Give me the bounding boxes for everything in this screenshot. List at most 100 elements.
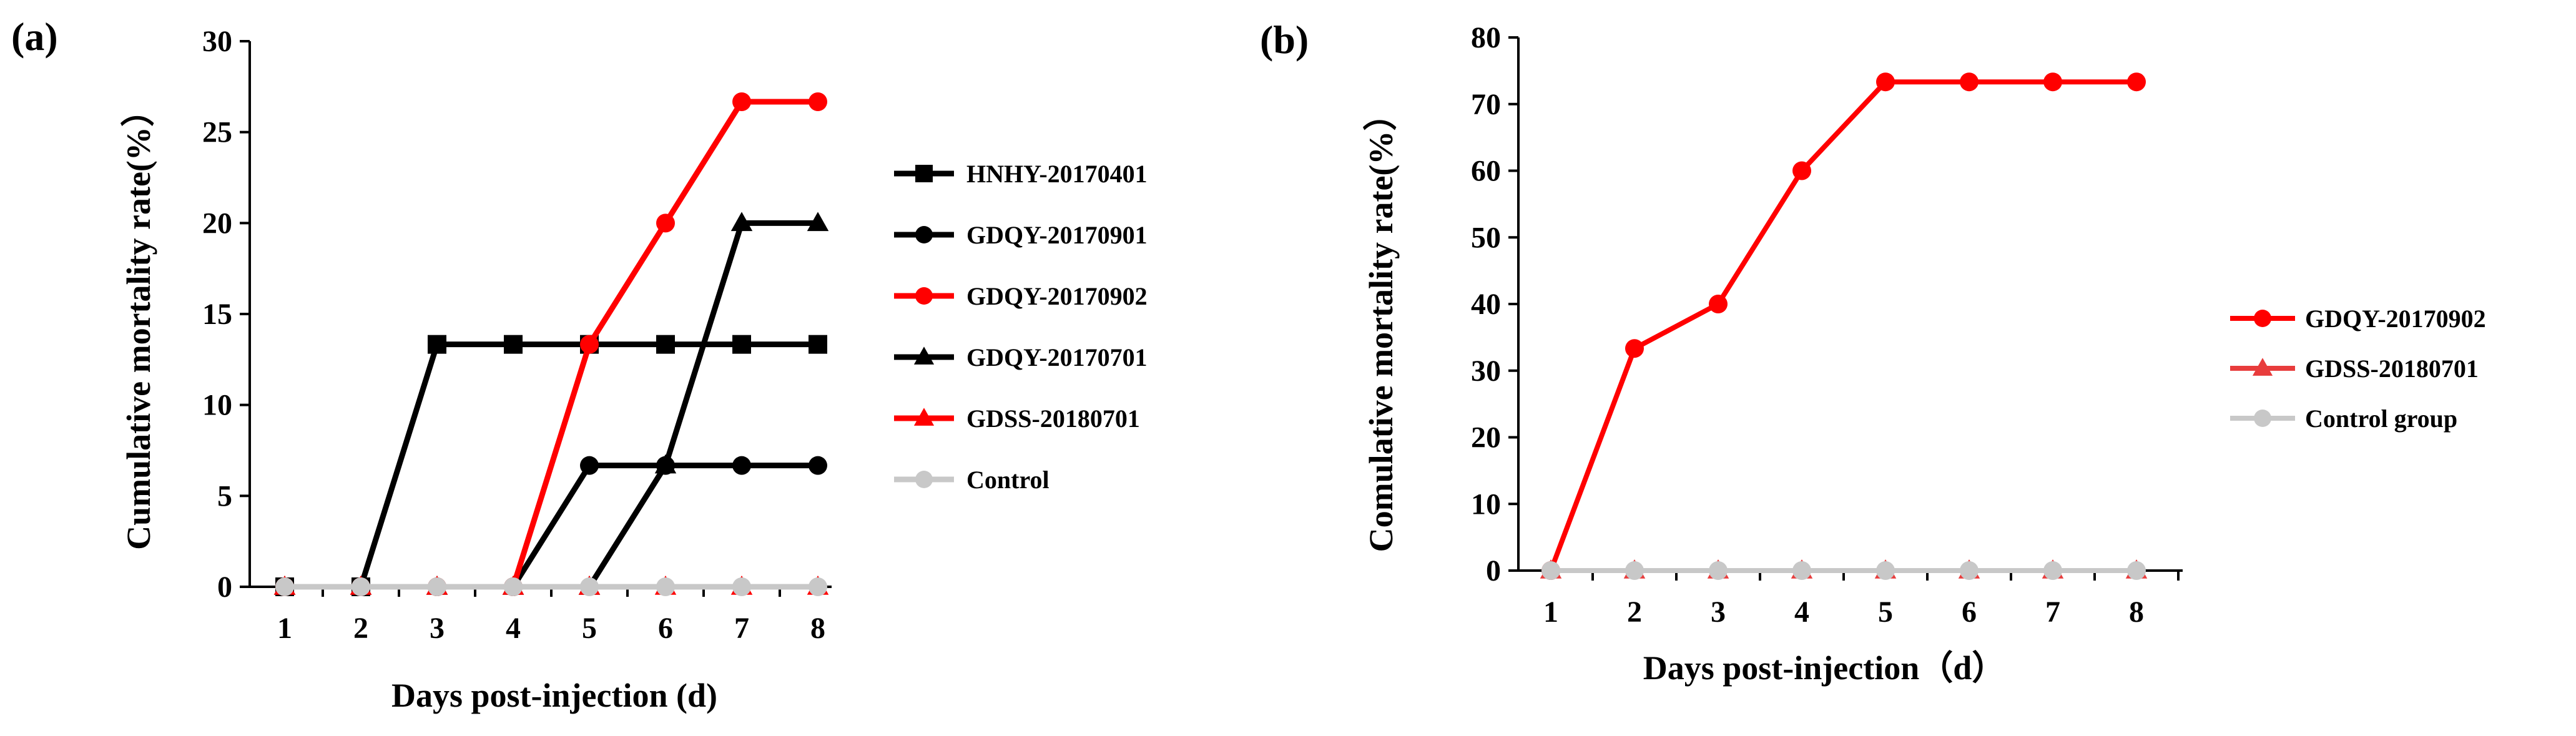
data-point [730, 212, 753, 232]
panel-a-legend: HNHY-20170401 GDQY-20170901 GDQY-2017090… [894, 160, 1148, 494]
data-point [807, 212, 829, 232]
data-point [1876, 72, 1895, 92]
series-line [1548, 79, 2136, 572]
x-tick-label: 7 [2045, 596, 2060, 629]
data-point [732, 577, 751, 596]
x-tick-label: 2 [353, 612, 368, 645]
legend-item-gdqy-20170701: GDQY-20170701 [894, 343, 1148, 371]
panel-b-y-axis-title: Comulative mortality rate(%） [1362, 97, 1400, 552]
data-point [504, 335, 523, 354]
panel-a-series [273, 92, 829, 596]
data-point [1625, 339, 1644, 358]
data-point [809, 92, 827, 112]
x-tick-label: 7 [734, 612, 749, 645]
x-tick-label: 1 [277, 612, 292, 645]
panel-a-axes: 0 5 10 15 20 25 30 1 2 3 4 5 6 7 8 [202, 25, 832, 645]
data-point [2043, 561, 2062, 580]
series-line [285, 220, 818, 590]
data-point [656, 335, 675, 354]
y-tick-label: 30 [202, 25, 232, 58]
legend-item-control: Control [894, 466, 1050, 494]
y-tick-label: 20 [1471, 421, 1501, 454]
x-tick-label: 5 [1878, 596, 1893, 629]
x-tick-label: 4 [1794, 596, 1809, 629]
data-point [1876, 561, 1895, 580]
series-line [285, 341, 818, 590]
legend-item-hnhy-20170401: HNHY-20170401 [894, 160, 1148, 188]
panel-a: (a) Cumulative mortality rate(%） Days po… [11, 14, 1148, 714]
series-gdqy-20170901 [275, 456, 827, 596]
data-point [1792, 561, 1811, 580]
legend-item-gdqy-20170901: GDQY-20170901 [894, 221, 1148, 249]
y-tick-label: 50 [1471, 221, 1501, 254]
panel-a-y-axis-title: Cumulative mortality rate(%） [120, 93, 157, 550]
data-point [732, 335, 751, 354]
panel-b-x-axis-title: Days post-injection（d） [1643, 649, 2006, 687]
y-tick-label: 30 [1471, 355, 1501, 388]
data-point [1541, 561, 1560, 580]
panel-a-label: (a) [11, 14, 58, 59]
legend-label: Control [966, 466, 1050, 494]
legend-item-gdqy-20170902: GDQY-20170902 [2230, 305, 2486, 333]
data-point [351, 577, 370, 596]
y-tick-label: 70 [1471, 88, 1501, 121]
legend-swatch-marker [915, 226, 933, 243]
x-tick-label: 8 [2129, 596, 2144, 629]
panel-b-label: (b) [1260, 17, 1309, 62]
data-point [2127, 561, 2146, 580]
legend-label: GDQY-20170902 [966, 282, 1148, 310]
panel-b-legend: GDQY-20170902 GDSS-20180701 Control grou… [2230, 305, 2486, 433]
data-point [1960, 72, 1979, 92]
data-point [1625, 561, 1644, 580]
data-point [428, 577, 446, 596]
data-point [275, 577, 294, 596]
legend-label: GDQY-20170901 [966, 221, 1148, 249]
series-control [275, 577, 827, 596]
data-point [2127, 72, 2146, 92]
series-gdqy-20170701 [273, 212, 829, 595]
y-tick-label: 10 [202, 389, 232, 422]
legend-item-gdqy-20170902: GDQY-20170902 [894, 282, 1148, 310]
legend-swatch-marker [2254, 310, 2271, 327]
x-tick-label: 4 [506, 612, 521, 645]
y-tick-label: 5 [217, 479, 232, 513]
x-tick-label: 3 [1711, 596, 1726, 629]
panel-b-axes: 0 10 20 30 40 50 60 70 80 1 2 3 4 5 6 7 8 [1471, 21, 2183, 629]
legend-swatch-marker [915, 287, 933, 305]
series-gdqy-20170902 [1541, 72, 2146, 580]
legend-swatch-marker [2254, 410, 2271, 427]
legend-swatch-marker [915, 165, 933, 182]
data-point [656, 577, 675, 596]
panel-b: (b) Comulative mortality rate(%） Days po… [1260, 17, 2486, 687]
legend-label: HNHY-20170401 [966, 160, 1148, 188]
panel-b-series [1540, 72, 2148, 580]
legend-label: GDQY-20170902 [2305, 305, 2486, 333]
legend-label: GDQY-20170701 [966, 343, 1148, 371]
data-point [1709, 561, 1728, 580]
data-point [809, 335, 827, 354]
legend-label: GDSS-20180701 [966, 405, 1140, 433]
data-point [809, 577, 827, 596]
data-point [809, 456, 827, 475]
y-tick-label: 0 [217, 571, 232, 604]
legend-item-control-group: Control group [2230, 405, 2457, 433]
data-point [1709, 295, 1728, 313]
data-point [580, 577, 599, 596]
legend-item-gdss-20180701: GDSS-20180701 [2230, 355, 2479, 383]
data-point [428, 335, 446, 354]
x-tick-label: 5 [582, 612, 597, 645]
y-tick-label: 0 [1486, 554, 1501, 587]
y-tick-label: 60 [1471, 155, 1501, 188]
legend-label: GDSS-20180701 [2305, 355, 2479, 383]
y-tick-label: 20 [202, 207, 232, 240]
x-tick-label: 3 [430, 612, 445, 645]
x-tick-label: 1 [1543, 596, 1558, 629]
data-point [656, 213, 675, 233]
legend-swatch-marker [913, 346, 935, 365]
panel-a-x-axis-title: Days post-injection (d) [391, 677, 717, 714]
series-control-group [1541, 561, 2146, 580]
legend-label: Control group [2305, 405, 2457, 433]
y-tick-label: 25 [202, 116, 232, 149]
y-tick-label: 15 [202, 298, 232, 331]
